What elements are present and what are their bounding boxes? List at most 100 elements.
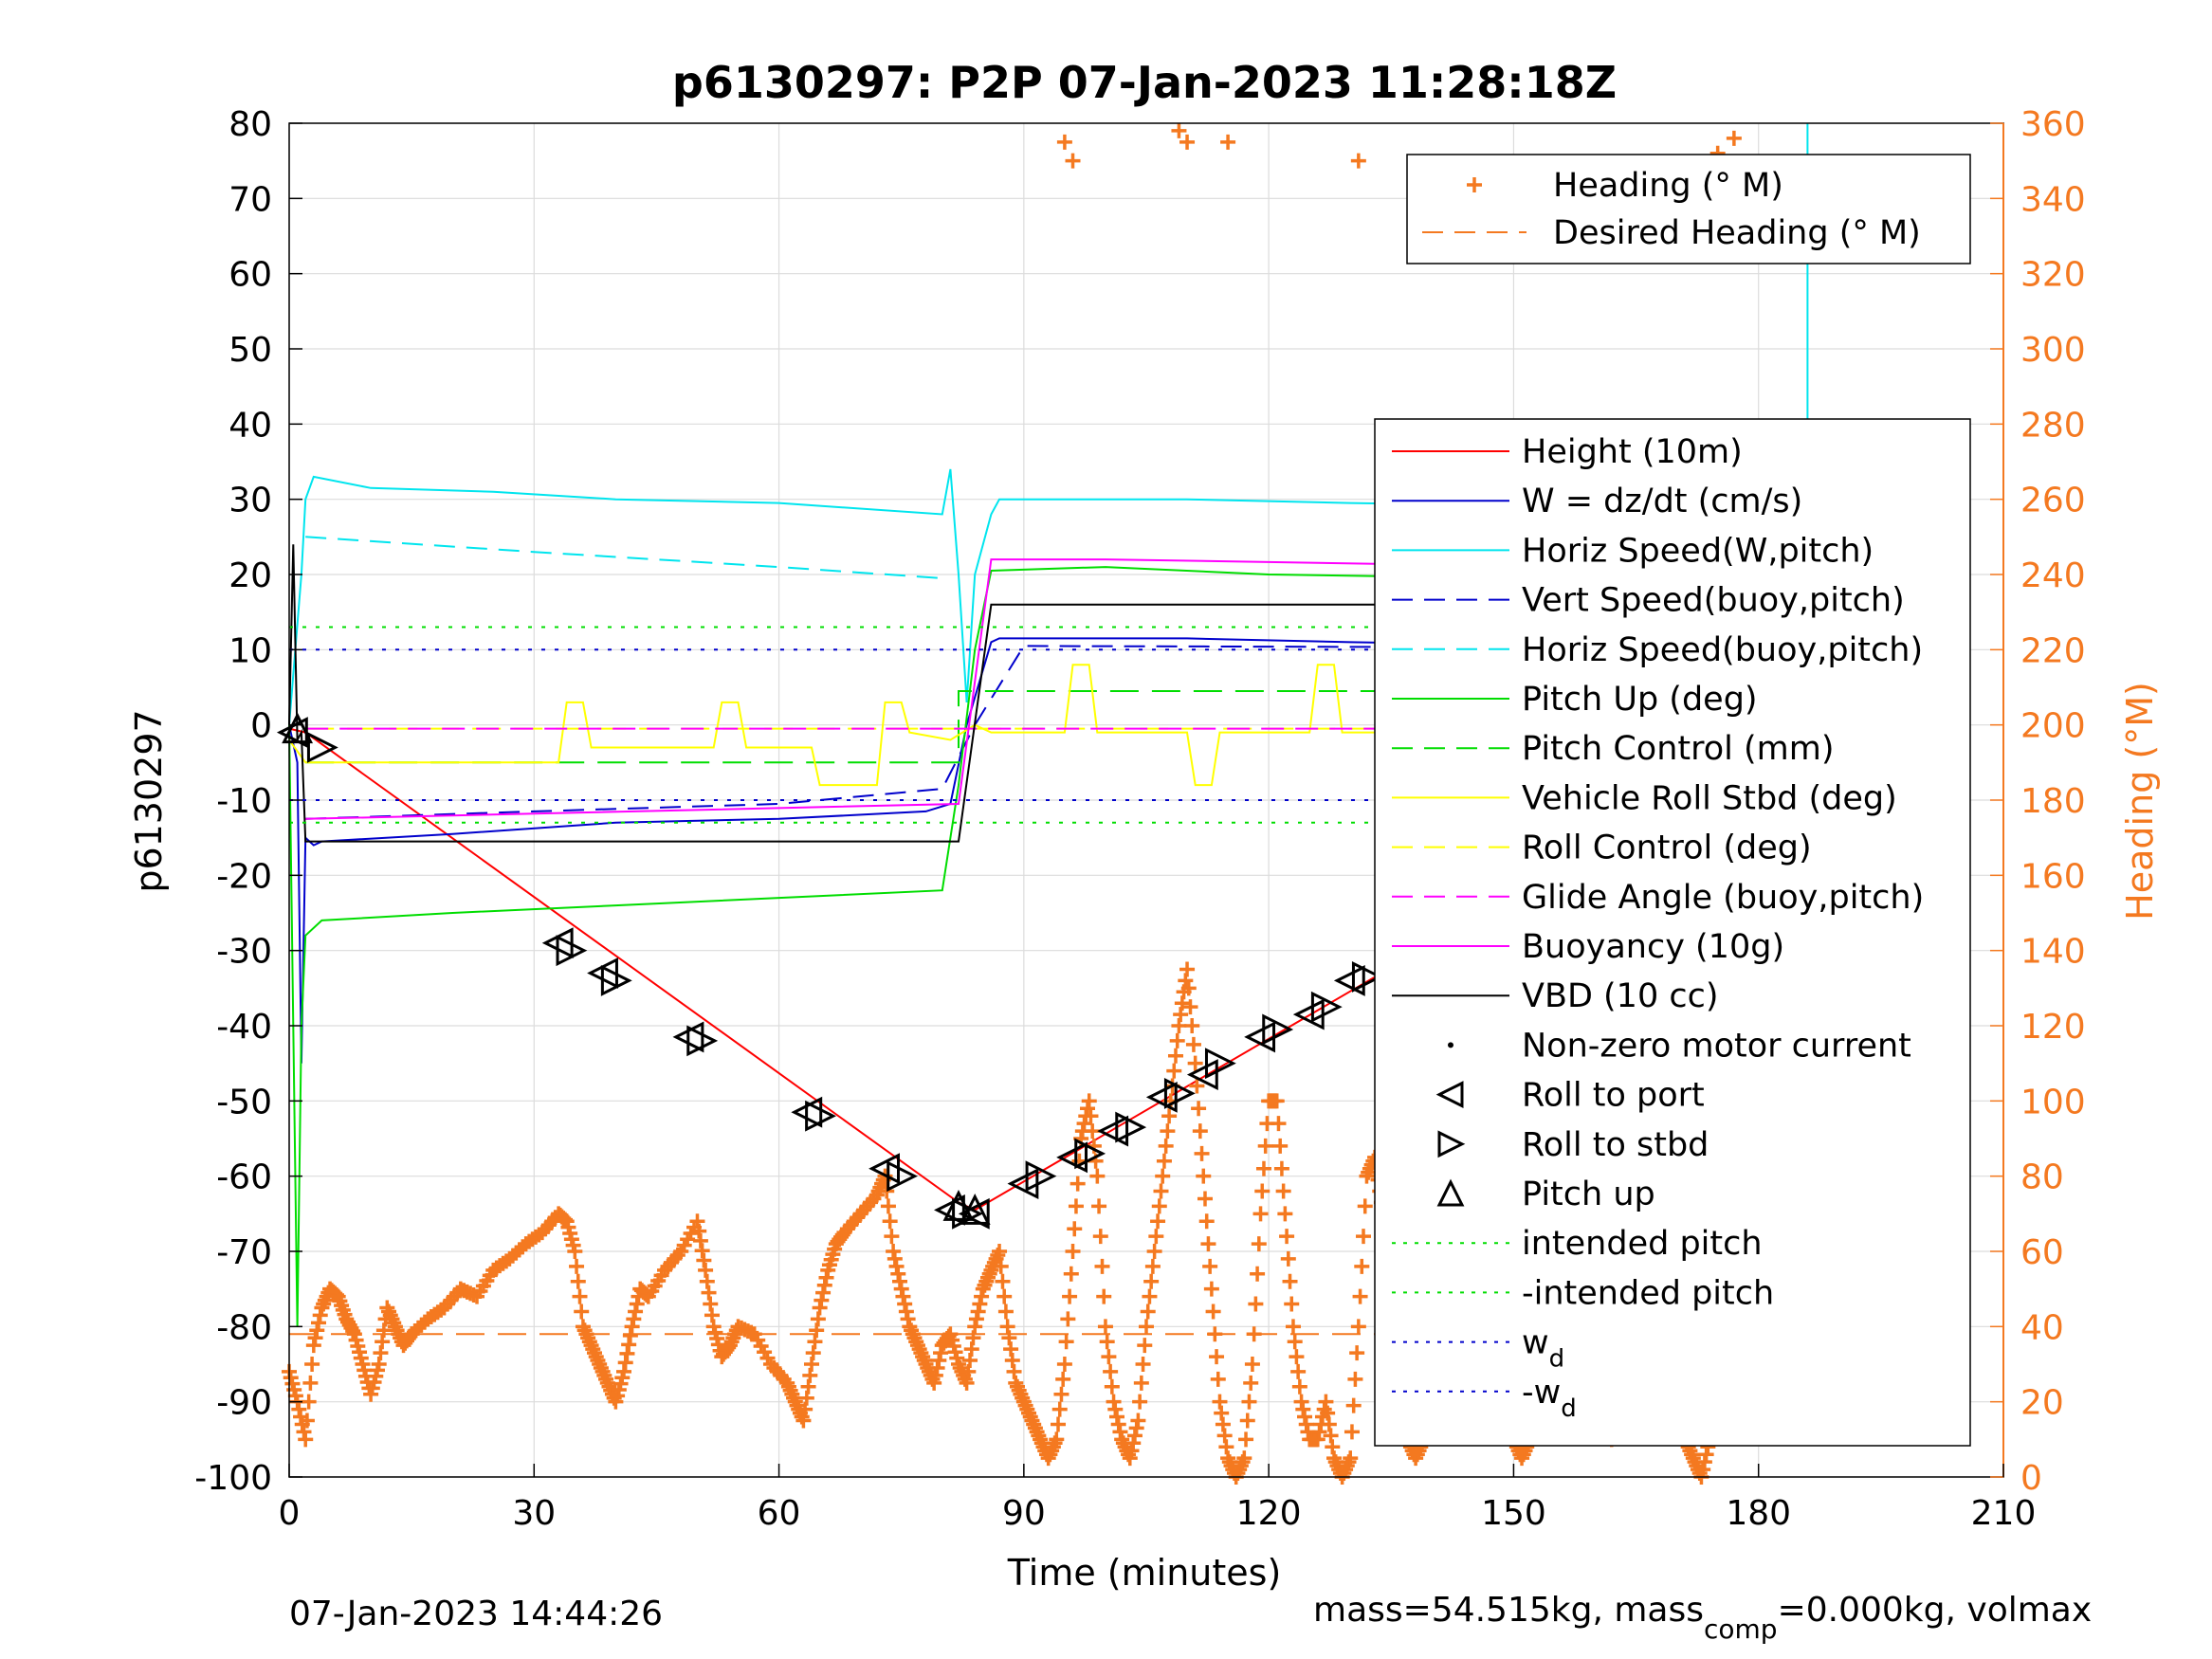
heading-point: [1130, 1413, 1146, 1429]
marker-roll-to-stbd: [1351, 961, 1383, 993]
tick-label-right: 160: [2020, 857, 2086, 896]
heading-point: [1291, 1378, 1307, 1395]
heading-point: [1065, 153, 1081, 169]
heading-point: [1344, 1424, 1360, 1440]
heading-point: [1081, 1093, 1097, 1109]
heading-point: [1182, 999, 1198, 1015]
legend-sample: [1436, 1178, 1465, 1207]
tick-label-x: 180: [1726, 1494, 1791, 1533]
heading-point: [1063, 1266, 1079, 1282]
heading-point: [1056, 1357, 1072, 1372]
heading-point: [1194, 1145, 1210, 1161]
y-axis-right: 3603403203002802602402202001801601401201…: [1990, 105, 2086, 1498]
tick-label-left: -20: [216, 857, 272, 896]
tick-label-left: -60: [216, 1158, 272, 1197]
heading-point: [1133, 1375, 1149, 1391]
heading-point: [1180, 980, 1197, 996]
heading-point: [1051, 1401, 1068, 1417]
legend-label: Pitch up: [1522, 1176, 1655, 1213]
marker-roll-to-stbd: [805, 1100, 836, 1132]
y-axis-right-label: Heading (°M): [2119, 682, 2161, 921]
tick-label-left: -50: [216, 1083, 272, 1121]
heading-point: [1357, 1198, 1373, 1214]
heading-point: [1349, 1345, 1365, 1361]
heading-point: [1197, 1191, 1213, 1207]
heading-point: [1279, 1229, 1295, 1245]
tick-label-left: 60: [229, 256, 272, 295]
heading-point: [1179, 961, 1196, 977]
heading-point: [1203, 1281, 1219, 1297]
legend-label: -intended pitch: [1522, 1274, 1774, 1312]
heading-point: [1202, 1258, 1218, 1274]
heading-point: [1343, 1450, 1359, 1467]
legend-heading-box: [1406, 154, 1971, 264]
heading-point: [1142, 1288, 1158, 1304]
marker-roll-to-stbd: [600, 964, 632, 996]
heading-point: [1352, 1288, 1368, 1304]
tick-label-right: 100: [2020, 1083, 2086, 1121]
tick-label-x: 150: [1481, 1494, 1546, 1533]
heading-point: [1257, 1138, 1273, 1154]
tick-label-right: 180: [2020, 782, 2086, 821]
tick-label-right: 40: [2020, 1308, 2064, 1347]
heading-point: [1155, 1168, 1171, 1184]
legend-label: Pitch Control (mm): [1522, 730, 1834, 768]
marker-roll-to-stbd: [1115, 1111, 1147, 1143]
marker-roll-to-port: [1097, 1115, 1129, 1147]
heading-point: [1151, 1198, 1167, 1214]
tick-label-left: -30: [216, 933, 272, 972]
x-axis-label: Time (minutes): [1007, 1552, 1282, 1594]
heading-point: [304, 1357, 320, 1372]
tick-label-right: 140: [2020, 933, 2086, 972]
tick-label-left: -80: [216, 1308, 272, 1347]
marker-roll-to-port: [1186, 1059, 1218, 1090]
heading-point: [1068, 1198, 1084, 1214]
heading-point: [1132, 1394, 1148, 1410]
heading-point: [1146, 1244, 1162, 1259]
tick-label-left: 10: [229, 631, 272, 670]
heading-point: [1191, 1101, 1207, 1117]
heading-point: [1350, 153, 1366, 169]
legend-label: Horiz Speed(W,pitch): [1522, 532, 1874, 570]
marker-roll-to-port: [934, 1194, 965, 1226]
series-line: [305, 645, 1808, 820]
heading-point: [1198, 1213, 1215, 1230]
tick-label-right: 260: [2020, 482, 2086, 520]
heading-point: [1239, 1413, 1255, 1429]
heading-point: [301, 1394, 317, 1410]
heading-point: [1207, 1326, 1223, 1342]
legend-label: W = dz/dt (cm/s): [1522, 483, 1802, 520]
marker-roll-to-stbd: [306, 732, 338, 763]
tick-label-left: 20: [229, 556, 272, 595]
marker-roll-to-port: [1056, 1141, 1088, 1174]
heading-point: [1210, 1371, 1226, 1387]
legend-label: Pitch Up (deg): [1522, 681, 1758, 719]
tick-label-left: 50: [229, 331, 272, 370]
heading-point: [1069, 1176, 1086, 1192]
heading-point: [1189, 1078, 1205, 1094]
footer-mass-prefix: mass=54.515kg, mass: [1313, 1591, 1704, 1630]
marker-roll-to-stbd: [556, 935, 588, 967]
heading-point: [880, 1198, 896, 1214]
heading-point: [1269, 1093, 1285, 1109]
legend-label: Glide Angle (buoy,pitch): [1522, 879, 1924, 917]
heading-point: [1169, 1032, 1185, 1048]
footer-mass: mass=54.515kg, masscomp=0.000kg, volmax: [1313, 1591, 2092, 1645]
x-axis: 0 30 60 90 120 150 180 210: [279, 1464, 2036, 1533]
heading-point: [1345, 1397, 1362, 1413]
heading-point: [1166, 1063, 1182, 1079]
legend-heading-label: Desired Heading (° M): [1553, 214, 1921, 252]
tick-label-left: 80: [229, 105, 272, 144]
tick-label-right: 320: [2020, 256, 2086, 295]
tick-label-right: 200: [2020, 707, 2086, 746]
heading-point: [1135, 1357, 1151, 1372]
tick-label-right: 220: [2020, 631, 2086, 670]
heading-point: [1287, 1334, 1303, 1350]
heading-point: [1065, 1244, 1081, 1259]
heading-point: [1277, 1206, 1293, 1222]
heading-point: [574, 1304, 590, 1320]
heading-point: [1161, 1108, 1178, 1124]
legend-heading-label: Heading (° M): [1553, 167, 1783, 205]
heading-point: [572, 1288, 588, 1304]
